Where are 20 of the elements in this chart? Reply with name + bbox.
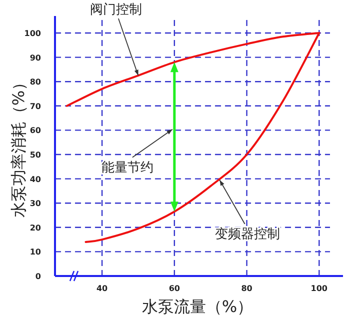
y-tick-label: 50 xyxy=(30,150,42,160)
annotation: 能量节约 xyxy=(101,160,154,176)
annotation: 阀门控制 xyxy=(90,2,142,18)
y-tick-label: 10 xyxy=(30,248,42,257)
x-axis-title: 水泵流量（%） xyxy=(142,297,254,316)
y-tick-label: 60 xyxy=(30,126,42,136)
x-tick-label: 60 xyxy=(168,284,180,293)
y-tick-label: 70 xyxy=(30,102,42,111)
x-tick-label: 40 xyxy=(96,284,108,293)
x-tick-label: 80 xyxy=(241,284,253,293)
y-tick-label: 30 xyxy=(30,199,42,208)
x-tick-label: 100 xyxy=(310,284,328,293)
annotation: 变频器控制 xyxy=(215,227,280,242)
y-tick-label: 100 xyxy=(24,29,42,38)
y-tick-label: 40 xyxy=(30,174,42,184)
y-tick-label: 90 xyxy=(30,53,42,62)
y-axis-title: 水泵功率消耗（%） xyxy=(9,74,28,218)
y-tick-label: 80 xyxy=(30,78,42,87)
y-tick-label: 20 xyxy=(30,223,42,232)
y-tick-label: 0 xyxy=(35,272,42,281)
